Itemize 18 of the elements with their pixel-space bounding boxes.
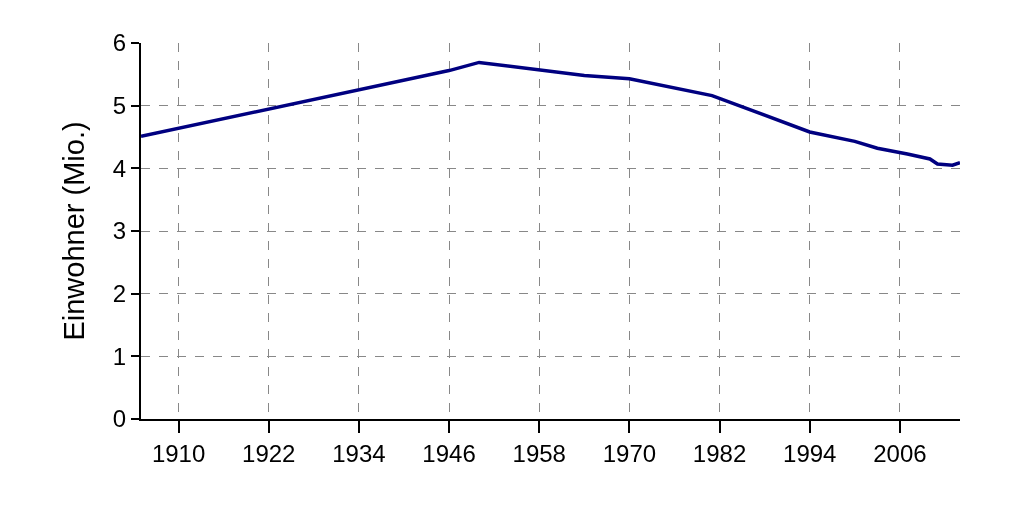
x-tick-label: 1970 <box>602 439 657 467</box>
y-tick-label: 0 <box>112 405 127 433</box>
x-tick-label: 1958 <box>512 439 566 467</box>
y-tick-label: 4 <box>112 154 127 182</box>
x-tick-label: 2006 <box>873 439 927 467</box>
line-series <box>141 60 960 167</box>
y-tick-label: 2 <box>112 280 127 308</box>
x-tick-label: 1994 <box>783 439 837 467</box>
y-axis-title: Einwohner (Mio.) <box>57 121 90 341</box>
x-tick-label: 1982 <box>692 439 747 467</box>
x-tick-label: 1910 <box>151 439 206 467</box>
x-tick-label: 1946 <box>422 439 476 467</box>
y-tick-label: 3 <box>112 217 127 245</box>
x-tick-label: 1922 <box>242 439 296 467</box>
y-tick-label: 5 <box>112 92 127 120</box>
x-tick-label: 1934 <box>332 439 386 467</box>
y-tick-label: 6 <box>112 29 127 57</box>
y-tick-label: 1 <box>112 342 127 370</box>
